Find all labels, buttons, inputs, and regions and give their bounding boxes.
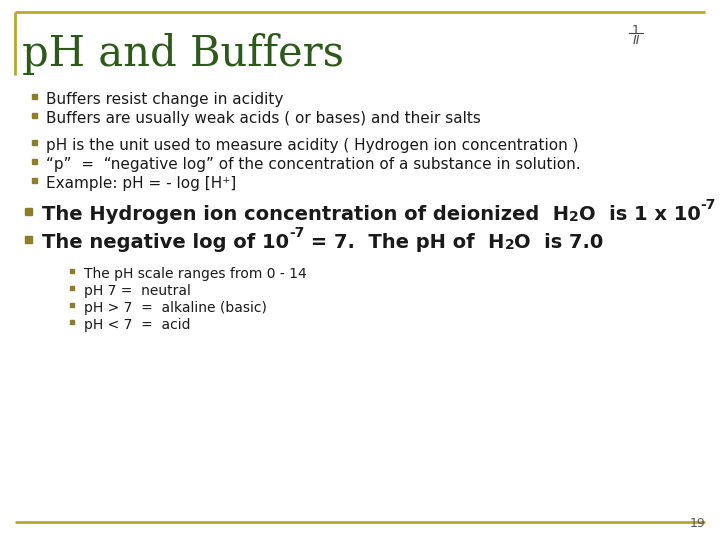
Text: pH and Buffers: pH and Buffers xyxy=(22,33,344,75)
Bar xyxy=(32,93,37,98)
Text: pH > 7  =  alkaline (basic): pH > 7 = alkaline (basic) xyxy=(84,301,267,315)
Text: II: II xyxy=(632,34,640,47)
Text: Buffers resist change in acidity: Buffers resist change in acidity xyxy=(46,92,284,107)
Text: O  is 7.0: O is 7.0 xyxy=(515,233,604,252)
Text: The pH scale ranges from 0 - 14: The pH scale ranges from 0 - 14 xyxy=(84,267,307,281)
Text: 19: 19 xyxy=(689,517,705,530)
Text: 2: 2 xyxy=(505,238,515,252)
Text: = 7.  The pH of  H: = 7. The pH of H xyxy=(305,233,505,252)
Text: The Hydrogen ion concentration of deionized  H: The Hydrogen ion concentration of deioni… xyxy=(42,205,569,224)
Bar xyxy=(70,286,74,290)
Text: The negative log of 10: The negative log of 10 xyxy=(42,233,289,252)
Bar xyxy=(32,159,37,164)
Text: pH < 7  =  acid: pH < 7 = acid xyxy=(84,318,191,332)
Text: -7: -7 xyxy=(289,226,305,240)
Bar xyxy=(70,320,74,324)
Text: pH is the unit used to measure acidity ( Hydrogen ion concentration ): pH is the unit used to measure acidity (… xyxy=(46,138,578,153)
Bar xyxy=(70,269,74,273)
Text: O  is 1 x 10: O is 1 x 10 xyxy=(579,205,701,224)
Text: Buffers are usually weak acids ( or bases) and their salts: Buffers are usually weak acids ( or base… xyxy=(46,111,481,126)
Text: pH 7 =  neutral: pH 7 = neutral xyxy=(84,284,191,298)
Bar xyxy=(32,178,37,183)
Text: -7: -7 xyxy=(701,198,716,212)
Bar xyxy=(32,139,37,145)
Bar xyxy=(70,303,74,307)
Text: “p”  =  “negative log” of the concentration of a substance in solution.: “p” = “negative log” of the concentratio… xyxy=(46,157,580,172)
Text: M: M xyxy=(716,205,720,224)
Bar xyxy=(24,235,32,242)
Text: 1: 1 xyxy=(632,24,640,37)
Bar xyxy=(24,207,32,214)
Text: 2: 2 xyxy=(569,210,579,224)
Bar xyxy=(32,112,37,118)
Text: Example: pH = - log [H⁺]: Example: pH = - log [H⁺] xyxy=(46,176,236,191)
